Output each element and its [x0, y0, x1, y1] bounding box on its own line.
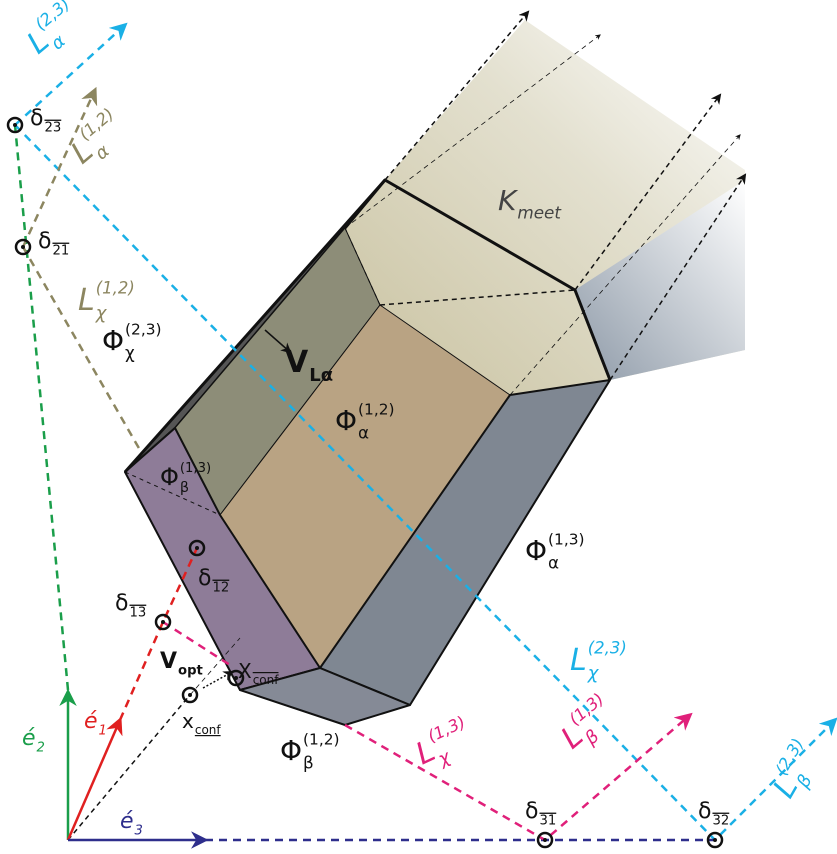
- label-base: Φ: [525, 534, 547, 567]
- label: Φα (1,3): [525, 531, 585, 573]
- label-base: é: [84, 709, 98, 734]
- label-base: δ: [525, 799, 538, 824]
- label: Vopt: [160, 649, 203, 679]
- label-sup: (1,3): [565, 689, 607, 729]
- label-sub: 32: [712, 814, 729, 829]
- label: δ32: [698, 799, 729, 829]
- label-sup: (2,3): [772, 735, 808, 778]
- label-sub: 12: [212, 581, 229, 596]
- label: Lχ (2,3): [570, 639, 627, 685]
- label-sub: Lα: [309, 365, 333, 386]
- label-base: Φ: [280, 734, 302, 767]
- label-sub: 23: [44, 121, 61, 136]
- label-base: δ: [38, 229, 51, 254]
- label: é1: [84, 709, 107, 739]
- label-sup: (1,3): [425, 712, 468, 746]
- label-base: δ: [698, 799, 711, 824]
- label-base: δ: [198, 566, 211, 591]
- label-base: Φ: [335, 404, 357, 437]
- label-sub: opt: [178, 664, 203, 679]
- label-sub: 21: [52, 244, 69, 259]
- label-base: X: [238, 659, 252, 683]
- label-sup: (1,3): [180, 461, 211, 476]
- label-sup: (1,2): [303, 731, 340, 749]
- point-dot: [21, 245, 25, 249]
- label-sub: 3: [135, 824, 143, 839]
- label: Lχ (1,2): [78, 279, 135, 325]
- label-base: é: [22, 726, 36, 751]
- label-sub: 13: [129, 606, 146, 621]
- label: δ13: [115, 591, 146, 621]
- label-base: δ: [115, 591, 128, 616]
- label-base: V: [285, 345, 309, 380]
- point-dot: [195, 546, 199, 550]
- label-sub: 31: [539, 814, 556, 829]
- label: é3: [120, 809, 143, 839]
- label-sub: meet: [517, 202, 562, 222]
- label: δ31: [525, 799, 556, 829]
- point-dot: [13, 123, 17, 127]
- point-dot: [188, 693, 192, 697]
- label-sup: (1,2): [96, 279, 135, 298]
- label: Lα(1,2): [62, 104, 135, 175]
- label-sub: 1: [99, 724, 107, 739]
- label-sub: α: [358, 422, 369, 442]
- label: Lβ(2,3): [763, 735, 831, 807]
- label: δ21: [38, 229, 69, 259]
- label-sub: χ: [125, 342, 135, 362]
- diagram: Lα(2,3)δ23Lα(1,2)δ21Lχ(1,2)Φχ(2,3)VLαΦα(…: [0, 0, 837, 854]
- point-dot: [543, 838, 547, 842]
- label-base: x: [182, 709, 194, 733]
- label-sub: 2: [37, 741, 45, 756]
- label-base: é: [120, 809, 134, 834]
- label: Lα(2,3): [18, 0, 91, 66]
- label-base: V: [160, 649, 177, 674]
- prism: [125, 20, 745, 725]
- label: Φβ (1,2): [280, 731, 340, 773]
- point-dot: [161, 620, 165, 624]
- label: é2: [22, 726, 45, 756]
- label-sub: conf: [253, 673, 280, 687]
- label-sup: (2,3): [588, 639, 627, 658]
- label-base: Φ: [102, 324, 124, 357]
- label-sub: α: [548, 552, 559, 572]
- label-sub: β: [303, 752, 314, 772]
- label-sub: β: [180, 480, 189, 496]
- label-sub: χ: [95, 303, 108, 324]
- label-sup: (2,3): [125, 321, 162, 339]
- label-sub: χ: [587, 663, 600, 684]
- label: δ23: [30, 106, 61, 136]
- point-dot: [713, 838, 717, 842]
- label: xconf: [182, 709, 221, 737]
- label-sub: conf: [195, 723, 222, 737]
- label-base: L: [570, 643, 587, 678]
- label-base: L: [78, 283, 95, 318]
- label-base: K: [498, 184, 519, 217]
- label-sup: (1,2): [358, 401, 395, 419]
- label-base: δ: [30, 106, 43, 131]
- label-base: Φ: [160, 463, 179, 491]
- label: Lβ(1,3): [552, 689, 625, 760]
- label-sup: (1,3): [548, 531, 585, 549]
- label-sup: (1,2): [75, 104, 117, 144]
- label: Φχ (2,3): [102, 321, 162, 363]
